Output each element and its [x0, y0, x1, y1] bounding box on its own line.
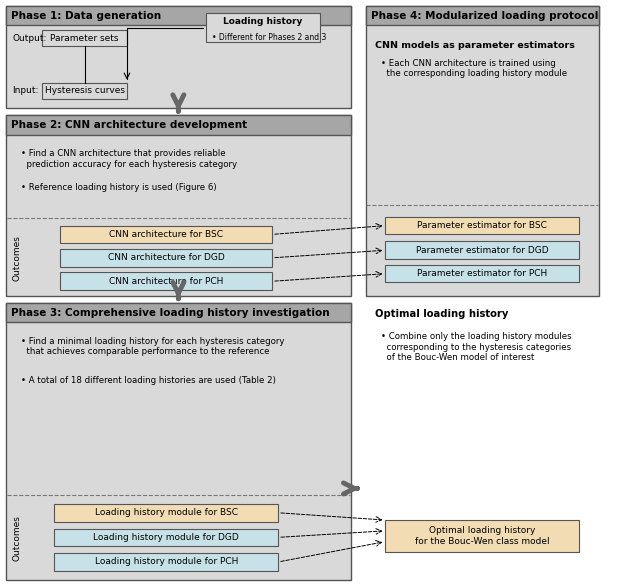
Text: Loading history module for PCH: Loading history module for PCH [95, 557, 238, 567]
FancyBboxPatch shape [6, 6, 351, 25]
Text: • A total of 18 different loading histories are used (Table 2): • A total of 18 different loading histor… [21, 376, 276, 385]
Text: • Each CNN architecture is trained using
  the corresponding loading history mod: • Each CNN architecture is trained using… [381, 59, 567, 78]
Text: Outcomes: Outcomes [12, 235, 21, 281]
Text: • Find a minimal loading history for each hysteresis category
  that achieves co: • Find a minimal loading history for eac… [21, 337, 285, 356]
FancyBboxPatch shape [385, 217, 579, 234]
FancyBboxPatch shape [42, 30, 127, 46]
Text: • Find a CNN architecture that provides reliable
  prediction accuracy for each : • Find a CNN architecture that provides … [21, 149, 237, 169]
Text: CNN architecture for DGD: CNN architecture for DGD [108, 253, 225, 263]
Text: Phase 4: Modularized loading protocol: Phase 4: Modularized loading protocol [371, 11, 598, 21]
FancyBboxPatch shape [6, 303, 351, 322]
Text: CNN architecture for PCH: CNN architecture for PCH [109, 277, 223, 286]
Text: • Combine only the loading history modules
  corresponding to the hysteresis cat: • Combine only the loading history modul… [381, 332, 572, 362]
Text: CNN models as parameter estimators: CNN models as parameter estimators [375, 41, 575, 50]
Text: Parameter estimator for PCH: Parameter estimator for PCH [417, 269, 547, 278]
FancyBboxPatch shape [6, 6, 351, 108]
FancyBboxPatch shape [60, 272, 272, 290]
Text: Parameter estimator for BSC: Parameter estimator for BSC [417, 221, 547, 230]
Text: Outcomes: Outcomes [12, 515, 21, 561]
FancyBboxPatch shape [6, 303, 351, 580]
FancyBboxPatch shape [54, 529, 278, 546]
Text: Optimal loading history: Optimal loading history [375, 309, 508, 319]
FancyBboxPatch shape [54, 504, 278, 522]
FancyBboxPatch shape [60, 249, 272, 267]
Text: Loading history module for DGD: Loading history module for DGD [93, 533, 239, 542]
FancyBboxPatch shape [385, 520, 579, 552]
Text: Phase 2: CNN architecture development: Phase 2: CNN architecture development [11, 120, 247, 130]
Text: Parameter estimator for DGD: Parameter estimator for DGD [416, 246, 548, 255]
Text: Hysteresis curves: Hysteresis curves [45, 86, 125, 96]
Text: Output:: Output: [12, 33, 47, 43]
Text: CNN architecture for BSC: CNN architecture for BSC [109, 230, 223, 239]
Text: Loading history: Loading history [223, 16, 303, 26]
FancyBboxPatch shape [366, 6, 598, 25]
Text: Optimal loading history
for the Bouc-Wen class model: Optimal loading history for the Bouc-Wen… [415, 526, 550, 546]
FancyBboxPatch shape [6, 115, 351, 135]
FancyBboxPatch shape [42, 83, 127, 99]
FancyBboxPatch shape [385, 241, 579, 259]
Text: Input:: Input: [12, 86, 38, 96]
Text: Phase 3: Comprehensive loading history investigation: Phase 3: Comprehensive loading history i… [11, 308, 330, 318]
Text: Loading history module for BSC: Loading history module for BSC [95, 508, 237, 517]
FancyBboxPatch shape [54, 553, 278, 571]
FancyBboxPatch shape [60, 226, 272, 243]
Text: Parameter sets: Parameter sets [51, 33, 119, 43]
FancyBboxPatch shape [6, 115, 351, 296]
Text: • Reference loading history is used (Figure 6): • Reference loading history is used (Fig… [21, 183, 217, 192]
FancyBboxPatch shape [385, 265, 579, 282]
FancyBboxPatch shape [205, 13, 321, 42]
Text: Phase 1: Data generation: Phase 1: Data generation [11, 11, 161, 21]
FancyBboxPatch shape [366, 6, 598, 296]
Text: • Different for Phases 2 and 3: • Different for Phases 2 and 3 [212, 33, 326, 42]
